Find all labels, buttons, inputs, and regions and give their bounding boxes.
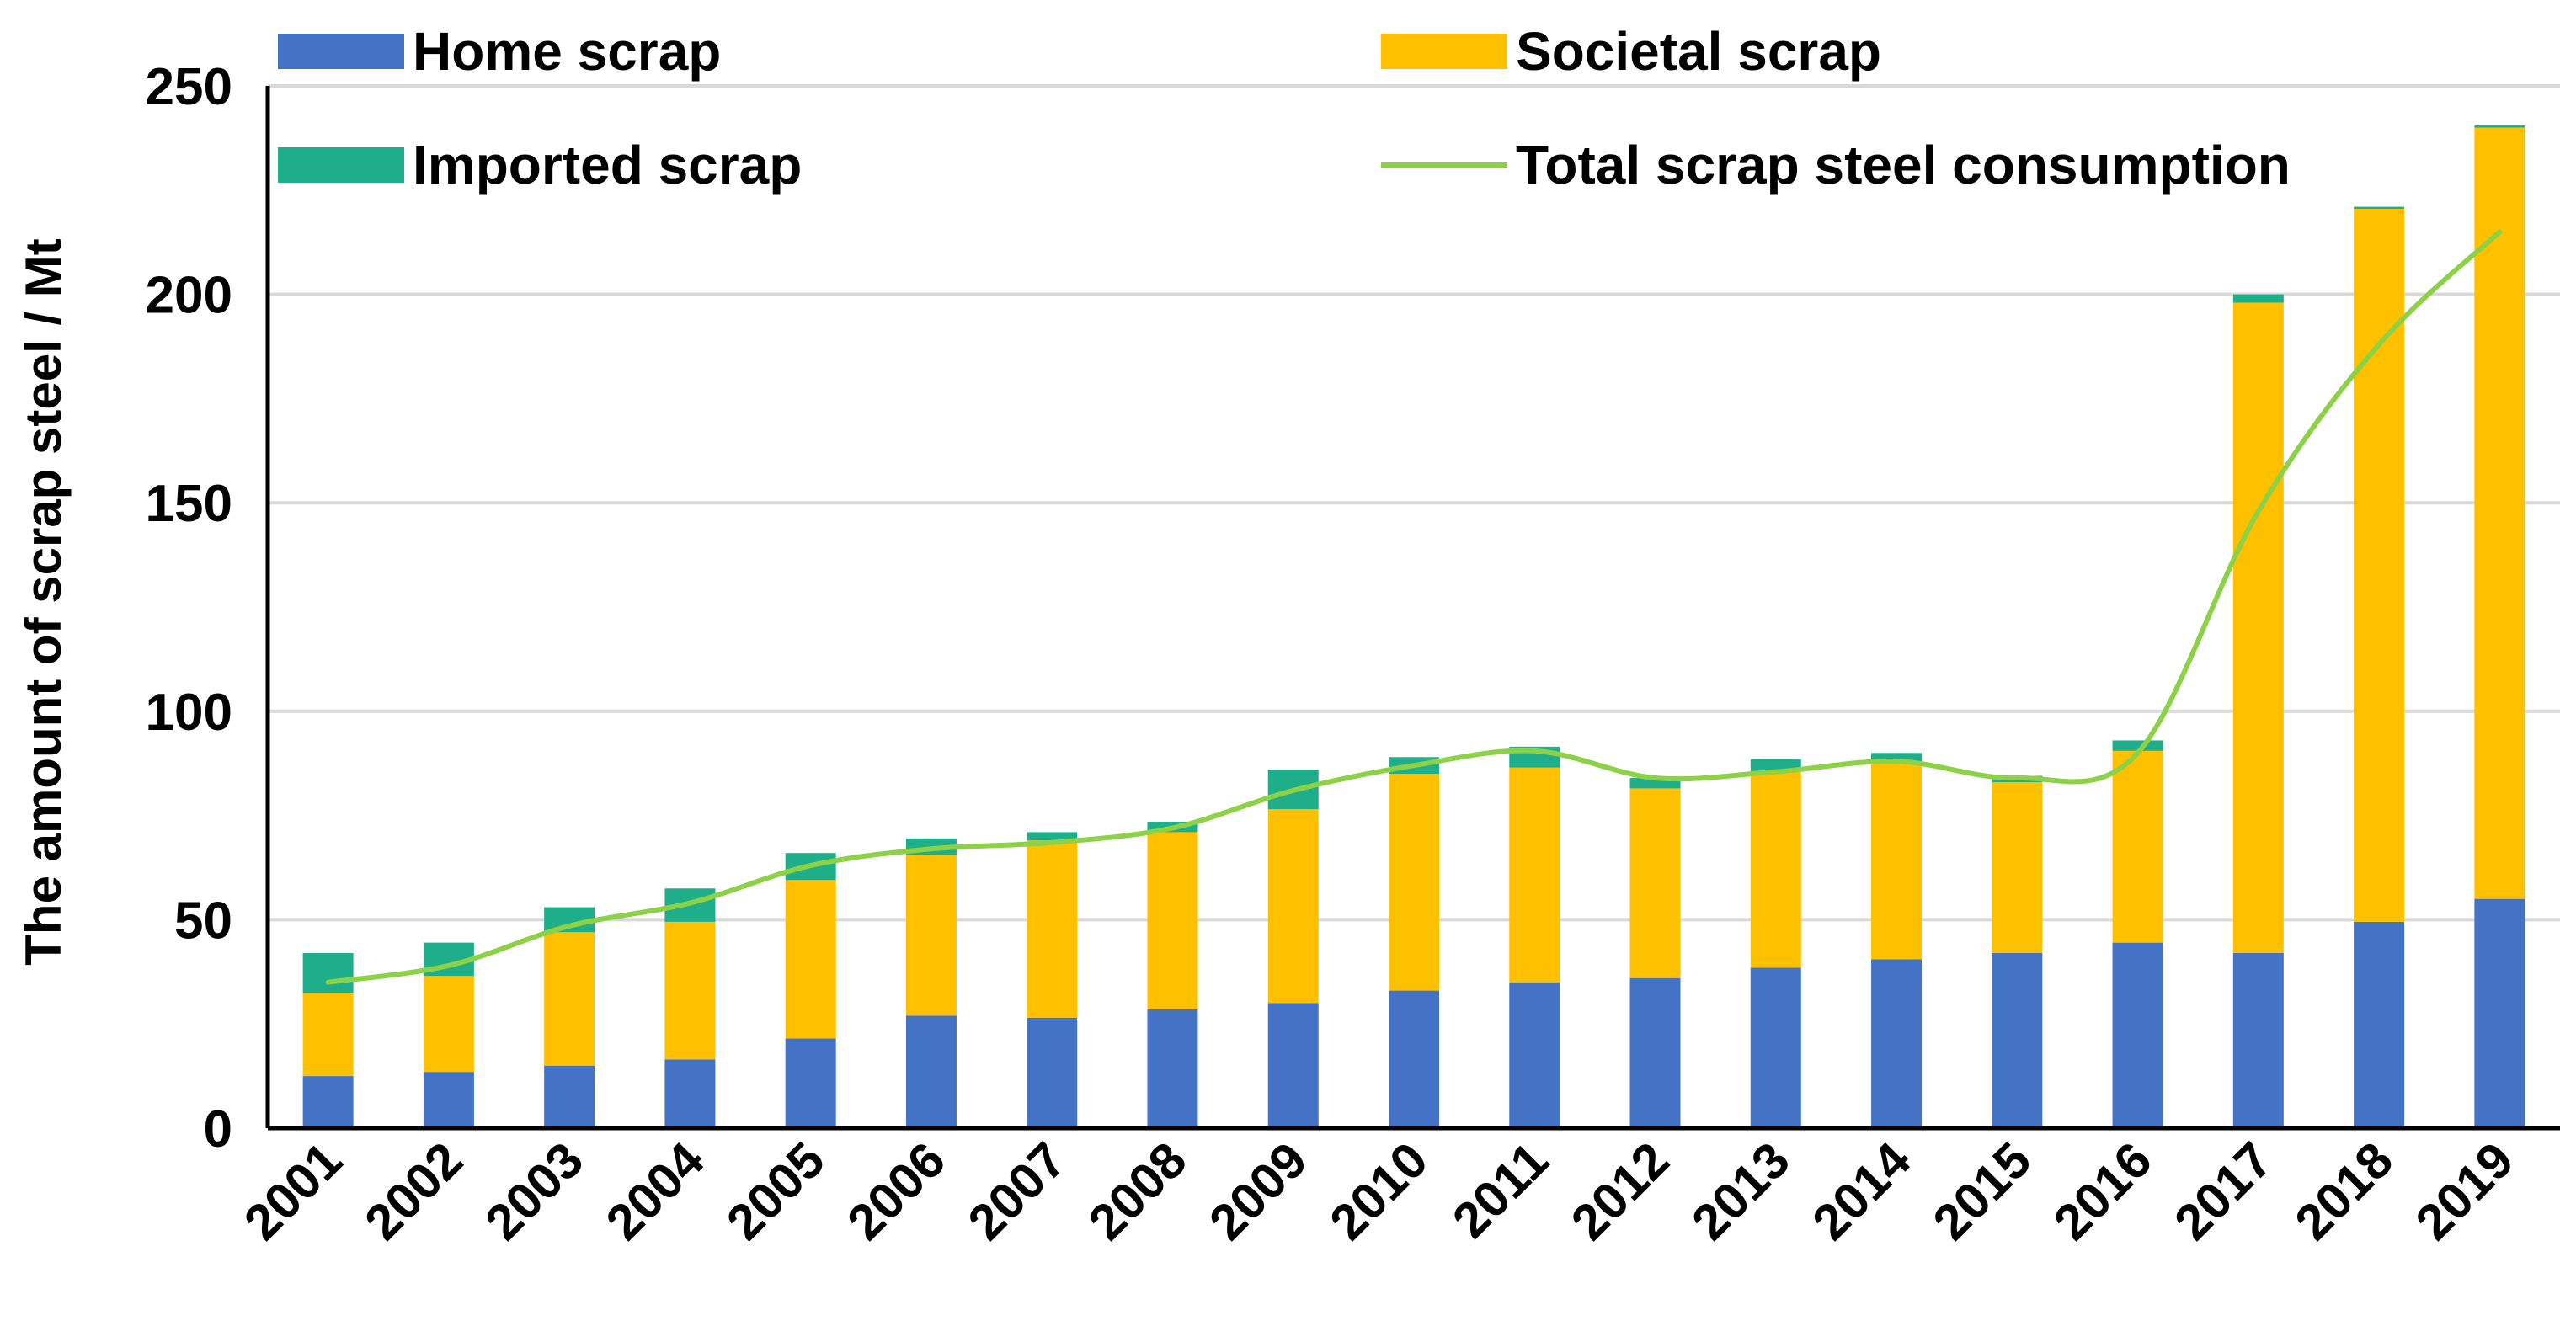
bar-societal-scrap-2010: [1389, 774, 1439, 991]
gridlines: [268, 84, 2560, 922]
legend-swatch-home-scrap: [278, 34, 404, 69]
x-tick-label-2001: 2001: [233, 1132, 353, 1251]
bar-home-scrap-2002: [423, 1072, 474, 1128]
bar-home-scrap-2013: [1750, 967, 1801, 1128]
x-tick-label-2016: 2016: [2043, 1132, 2163, 1251]
bar-home-scrap-2009: [1267, 1003, 1319, 1128]
bar-home-scrap-2005: [785, 1038, 836, 1128]
bar-imported-scrap-2014: [1871, 753, 1923, 762]
x-tick-label-2012: 2012: [1560, 1132, 1680, 1251]
y-tick-label: 0: [204, 1100, 232, 1158]
y-tick-label: 100: [146, 684, 232, 742]
bar-home-scrap-2016: [2112, 942, 2163, 1128]
x-tick-label-2013: 2013: [1681, 1132, 1800, 1251]
bar-home-scrap-2014: [1871, 959, 1923, 1128]
bar-home-scrap-2011: [1509, 982, 1560, 1128]
x-tick-label-2019: 2019: [2405, 1132, 2525, 1251]
bar-societal-scrap-2004: [664, 921, 716, 1060]
bar-societal-scrap-2013: [1750, 771, 1801, 968]
x-tick-label-2017: 2017: [2163, 1132, 2283, 1251]
axes: [265, 86, 2560, 1131]
x-tick-label-2008: 2008: [1078, 1132, 1197, 1251]
bar-imported-scrap-2001: [302, 953, 354, 993]
legend-label-total-scrap-steel-consumption: Total scrap steel consumption: [1516, 135, 2291, 195]
bar-societal-scrap-2015: [1992, 781, 2043, 954]
bar-imported-scrap-2017: [2232, 294, 2284, 303]
x-tick-label-2005: 2005: [716, 1132, 835, 1251]
legend-label-imported-scrap: Imported scrap: [413, 135, 802, 195]
bar-imported-scrap-2007: [1027, 832, 1078, 841]
legend-label-societal-scrap: Societal scrap: [1516, 21, 1881, 82]
bar-societal-scrap-2009: [1267, 809, 1319, 1004]
bar-societal-scrap-2001: [302, 993, 354, 1077]
y-tick-label: 200: [146, 267, 232, 325]
bar-home-scrap-2007: [1027, 1017, 1078, 1128]
bar-societal-scrap-2012: [1629, 788, 1681, 978]
x-tick-label-2006: 2006: [836, 1132, 956, 1251]
bar-home-scrap-2004: [664, 1059, 716, 1128]
x-tick-label-2011: 2011: [1442, 1132, 1559, 1249]
bar-home-scrap-2008: [1147, 1009, 1198, 1128]
line-total-scrap-steel-consumption: [325, 229, 2503, 985]
x-tick-label-2018: 2018: [2285, 1132, 2404, 1251]
bar-societal-scrap-2007: [1027, 840, 1078, 1018]
bar-home-scrap-2018: [2354, 921, 2405, 1128]
bar-imported-scrap-2019: [2474, 125, 2525, 128]
bar-societal-scrap-2002: [423, 976, 474, 1073]
bar-societal-scrap-2006: [905, 855, 957, 1016]
total-line-layer: [325, 229, 2503, 985]
legend-label-home-scrap: Home scrap: [413, 21, 721, 82]
x-tick-label-2007: 2007: [957, 1132, 1077, 1251]
bar-societal-scrap-2008: [1147, 832, 1198, 1009]
y-axis-title: The amount of scrap steel / Mt: [15, 238, 72, 965]
x-tick-label-2009: 2009: [1198, 1132, 1318, 1251]
bar-home-scrap-2017: [2232, 953, 2284, 1128]
y-tick-label: 150: [146, 475, 232, 533]
y-tick-label: 250: [146, 58, 232, 116]
legend: Home scrap Societal scrap Imported scrap To…: [278, 21, 2291, 195]
bar-societal-scrap-2005: [785, 880, 836, 1039]
bar-imported-scrap-2016: [2112, 740, 2163, 751]
y-tick-label: 50: [174, 892, 232, 950]
x-tick-label-2003: 2003: [475, 1132, 595, 1251]
x-tick-label-2002: 2002: [354, 1132, 473, 1251]
bar-home-scrap-2019: [2474, 898, 2525, 1128]
bar-home-scrap-2001: [302, 1076, 354, 1128]
x-tick-label-2014: 2014: [1801, 1131, 1921, 1250]
x-tick-label-2004: 2004: [595, 1131, 715, 1250]
legend-swatch-imported-scrap: [278, 147, 404, 183]
bar-home-scrap-2010: [1389, 990, 1439, 1128]
bar-home-scrap-2003: [544, 1065, 595, 1128]
bar-home-scrap-2006: [905, 1015, 957, 1128]
bar-societal-scrap-2017: [2232, 302, 2284, 954]
bar-societal-scrap-2003: [544, 932, 595, 1066]
bar-societal-scrap-2014: [1871, 761, 1923, 960]
bar-home-scrap-2015: [1992, 953, 2043, 1128]
bar-societal-scrap-2019: [2474, 127, 2525, 899]
x-tick-label-2010: 2010: [1319, 1132, 1438, 1251]
bar-home-scrap-2012: [1629, 977, 1681, 1128]
bar-societal-scrap-2018: [2354, 209, 2405, 922]
x-tick-label-2015: 2015: [1923, 1132, 2042, 1251]
bar-societal-scrap-2016: [2112, 750, 2163, 943]
legend-swatch-societal-scrap: [1381, 34, 1507, 69]
bars: [302, 125, 2525, 1128]
bar-imported-scrap-2018: [2354, 206, 2405, 210]
bar-societal-scrap-2011: [1509, 767, 1560, 983]
